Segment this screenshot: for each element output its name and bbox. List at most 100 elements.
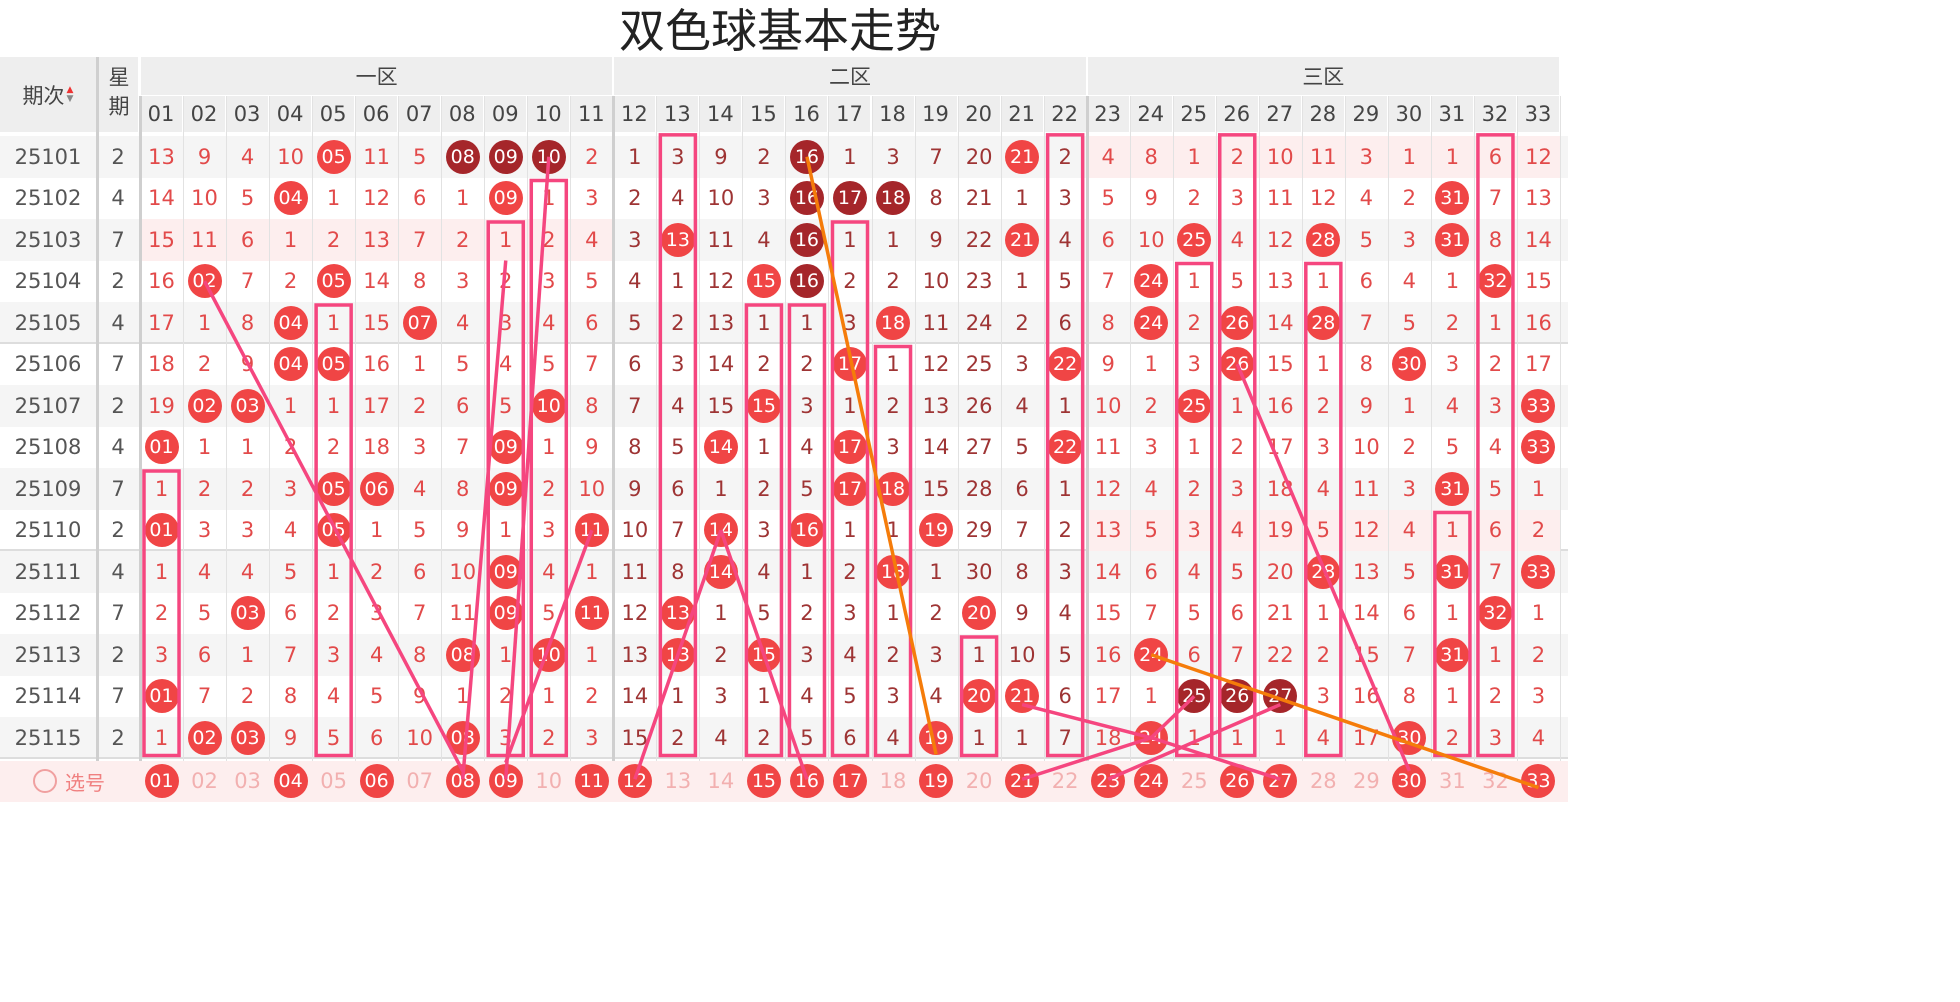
pick-number-button[interactable]: 24: [1130, 761, 1173, 803]
grid-divider: [355, 96, 357, 802]
miss-count-cell: 4: [1230, 227, 1244, 252]
miss-count-cell: 9: [1015, 601, 1029, 626]
hit-cell: 18: [872, 178, 915, 220]
pick-number-button[interactable]: 26: [1216, 761, 1259, 803]
miss-count-cell: 13: [621, 642, 649, 667]
miss-count-cell: 8: [456, 476, 470, 501]
pick-number-button[interactable]: 25: [1180, 769, 1208, 794]
hit-cell: 16: [785, 178, 828, 220]
issue-column-header[interactable]: 期次 ▲ ▼: [0, 57, 96, 132]
miss-count-cell: 7: [412, 601, 427, 626]
grid-divider: [226, 96, 228, 802]
pick-number-button[interactable]: 28: [1309, 769, 1337, 794]
selected-ball: 15: [746, 764, 781, 799]
pick-number-button[interactable]: 09: [484, 761, 527, 803]
pick-number-button[interactable]: 33: [1517, 761, 1560, 803]
pick-number-button[interactable]: 32: [1482, 769, 1509, 794]
miss-count-cell: 7: [398, 219, 442, 261]
radio-circle-icon[interactable]: [33, 769, 57, 794]
miss-count-cell: 2: [1058, 144, 1072, 169]
miss-count-cell: 9: [1144, 186, 1158, 211]
pick-number-button[interactable]: 19: [915, 761, 958, 803]
drawn-ball: 08: [445, 637, 480, 672]
miss-count-cell: 5: [843, 684, 857, 709]
pick-number-button[interactable]: 04: [269, 761, 312, 803]
miss-count-cell: 2: [1316, 393, 1330, 418]
pick-number-button[interactable]: 22: [1051, 769, 1079, 794]
weekday: 2: [111, 269, 125, 294]
pick-number-button[interactable]: 31: [1439, 769, 1466, 794]
pick-number-button[interactable]: 11: [570, 761, 613, 803]
pick-number-button[interactable]: 06: [355, 761, 398, 803]
pick-number-button[interactable]: 08: [441, 761, 484, 803]
pick-number-button[interactable]: 10: [535, 769, 563, 794]
pick-number-button[interactable]: 15: [742, 761, 785, 803]
miss-count-cell: 3: [1445, 352, 1460, 377]
miss-count-cell: 10: [1137, 227, 1165, 252]
miss-count-cell: 4: [283, 518, 298, 543]
hit-cell: 31: [1431, 178, 1474, 220]
hit-cell: 05: [312, 136, 355, 178]
pick-number-button[interactable]: 16: [785, 761, 828, 803]
pick-number-button[interactable]: 01: [140, 761, 183, 803]
pick-number-button[interactable]: 29: [1352, 769, 1380, 794]
pick-number-button[interactable]: 23: [1087, 761, 1130, 803]
issue-number: 25106: [14, 352, 82, 377]
miss-count-cell: 3: [1402, 476, 1417, 501]
miss-count-cell: 18: [1094, 725, 1122, 750]
grid-divider: [612, 96, 616, 802]
pick-number-button[interactable]: 12: [613, 761, 656, 803]
miss-count-cell: 2: [800, 601, 814, 626]
miss-count-cell: 19: [1258, 509, 1302, 551]
pick-number-button[interactable]: 05: [320, 769, 347, 794]
drawn-ball: 04: [273, 181, 308, 216]
miss-count-cell: 11: [1094, 435, 1122, 460]
number-column-header: 21: [1000, 96, 1043, 132]
drawn-ball: 31: [1435, 554, 1470, 589]
picker-label-area[interactable]: 选号: [0, 761, 138, 803]
grid-divider: [269, 96, 271, 802]
hit-cell: 10: [527, 136, 570, 178]
pick-number-button[interactable]: 13: [664, 769, 692, 794]
pick-number-button[interactable]: 14: [707, 769, 735, 794]
pick-number-button[interactable]: 02: [191, 769, 218, 794]
miss-count-cell: 3: [499, 725, 513, 750]
sort-icon[interactable]: ▲ ▼: [66, 84, 74, 104]
hit-cell: 13: [656, 593, 699, 635]
grid-divider: [656, 96, 658, 802]
pick-number-button[interactable]: 03: [234, 769, 261, 794]
miss-count-cell: 4: [1402, 269, 1417, 294]
number-column-header: 15: [742, 96, 785, 132]
miss-count-cell: 1: [1187, 725, 1201, 750]
grid-divider: [484, 96, 486, 802]
selected-ball: 30: [1392, 764, 1427, 799]
miss-count-cell: 6: [1230, 601, 1244, 626]
hit-cell: 11: [570, 593, 613, 635]
week-column-header: 星期: [98, 57, 138, 132]
miss-count-cell: 1: [757, 310, 771, 335]
drawn-ball: 15: [746, 264, 781, 299]
pick-number-button[interactable]: 18: [879, 769, 907, 794]
miss-count-cell: 8: [412, 269, 427, 294]
pick-number-button[interactable]: 07: [406, 769, 434, 794]
hit-cell: 18: [872, 551, 915, 593]
weekday: 7: [111, 684, 125, 709]
miss-count-cell: 1: [843, 227, 857, 252]
selected-ball: 19: [919, 764, 954, 799]
drawn-ball: 09: [488, 181, 523, 216]
pick-number-button[interactable]: 21: [1001, 761, 1044, 803]
miss-count-cell: 5: [1058, 269, 1072, 294]
pick-number-button[interactable]: 27: [1259, 761, 1302, 803]
pick-number-button[interactable]: 17: [828, 761, 871, 803]
pick-number-button[interactable]: 20: [965, 769, 993, 794]
miss-count-cell: 1: [154, 476, 169, 501]
miss-count-cell: 6: [585, 310, 599, 335]
selected-ball: 09: [488, 764, 523, 799]
miss-count-cell: 5: [542, 601, 556, 626]
miss-count-cell: 5: [456, 352, 470, 377]
miss-count-cell: 15: [621, 725, 649, 750]
grid-divider: [1043, 96, 1045, 802]
pick-number-button[interactable]: 30: [1388, 761, 1431, 803]
miss-count-cell: 18: [1266, 476, 1294, 501]
miss-count-cell: 14: [148, 186, 175, 211]
